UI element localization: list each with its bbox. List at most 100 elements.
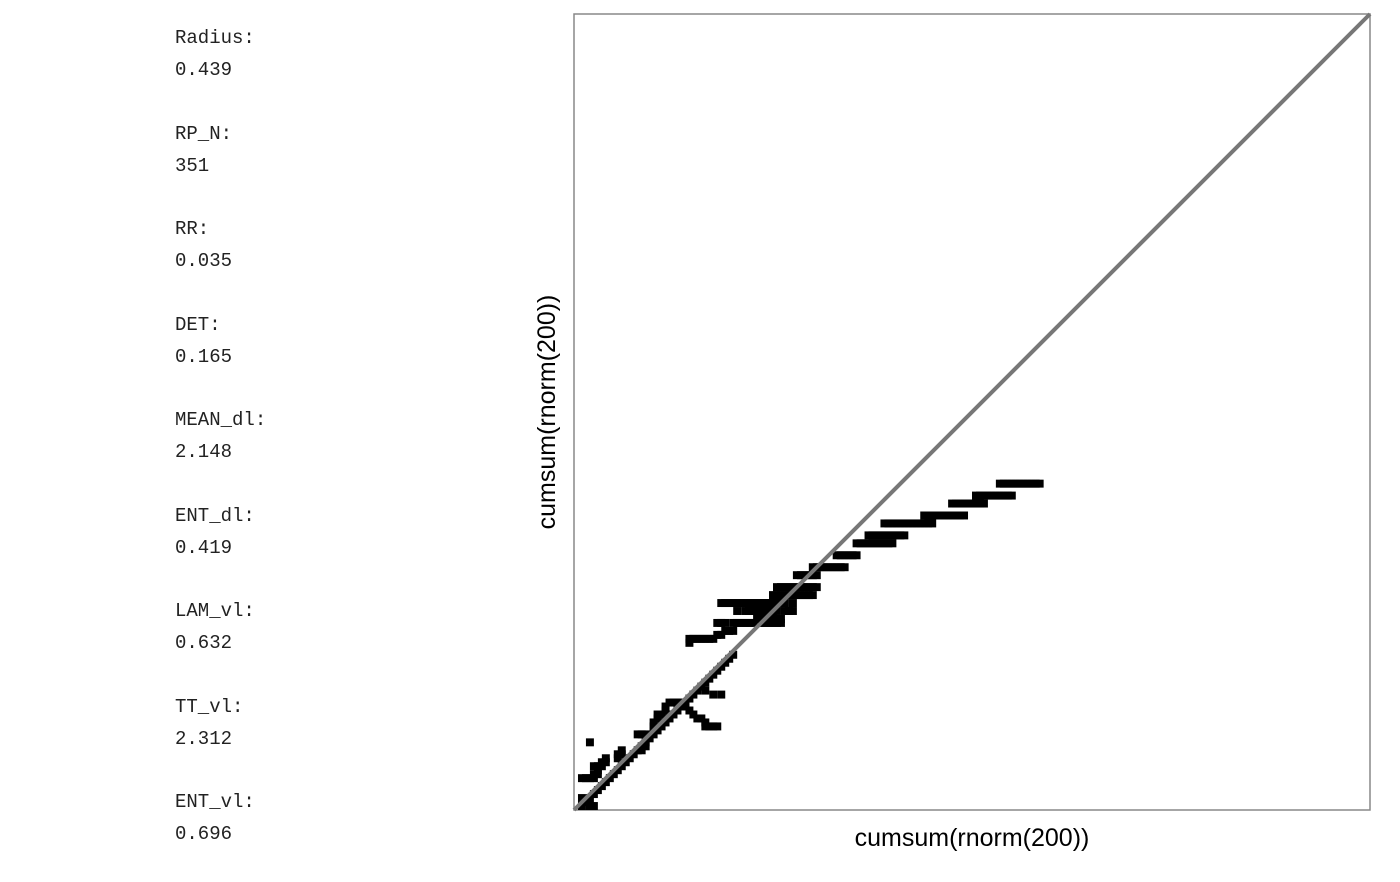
recurrence-point — [852, 539, 861, 548]
recurrence-point — [717, 690, 726, 699]
recurrence-point — [975, 499, 984, 508]
recurrence-point — [577, 794, 586, 803]
measure-item: RR: 0.035 — [175, 213, 266, 309]
recurrence-point — [800, 583, 809, 592]
recurrence-point — [729, 626, 738, 635]
recurrence-point — [788, 607, 797, 615]
recurrence-point — [709, 690, 718, 699]
measure-label: DET: — [175, 313, 221, 336]
measure-label: RR: — [175, 218, 210, 240]
recurrence-point — [729, 650, 738, 659]
measure-value: 0.165 — [175, 345, 233, 368]
measure-item: ENT_vl: 0.696 — [175, 786, 266, 882]
recurrence-point — [649, 718, 658, 727]
measure-label: LAM_vl: — [175, 600, 255, 622]
measure-label: MEAN_dl: — [175, 409, 267, 431]
recurrence-point — [773, 607, 781, 615]
recurrence-point — [979, 499, 988, 508]
recurrence-point — [776, 591, 785, 600]
measure-item: DET: 0.165 — [175, 309, 266, 405]
recurrence-point — [733, 607, 742, 615]
recurrence-point — [753, 607, 762, 615]
recurrence-point — [753, 599, 762, 608]
recurrence-point — [577, 774, 586, 783]
recurrence-point — [776, 583, 785, 592]
recurrence-point — [701, 686, 710, 695]
measure-value: 351 — [175, 154, 210, 177]
recurrence-point — [776, 614, 785, 623]
recurrence-point — [617, 746, 626, 755]
recurrence-point — [593, 770, 602, 779]
recurrence-point — [812, 571, 821, 580]
x-axis-title: cumsum(rnorm(200)) — [855, 824, 1090, 852]
recurrence-point — [577, 802, 586, 810]
measure-label: ENT_vl: — [175, 791, 255, 813]
recurrence-point — [729, 618, 738, 627]
recurrence-point — [701, 718, 710, 727]
recurrence-point — [808, 591, 817, 600]
recurrence-point — [900, 519, 909, 528]
recurrence-point — [960, 511, 969, 520]
measure-value: 0.035 — [175, 250, 233, 272]
measure-item: RP_N: 351 — [175, 118, 266, 214]
measure-value: 0.696 — [175, 823, 233, 845]
measure-value: 0.632 — [175, 632, 233, 654]
measure-value: 2.312 — [175, 727, 233, 750]
recurrence-point — [928, 511, 937, 520]
recurrence-point — [641, 742, 650, 751]
recurrence-point — [585, 738, 594, 747]
recurrence-point — [840, 563, 849, 572]
y-axis-title: cumsum(rnorm(200)) — [533, 295, 561, 530]
recurrence-point — [709, 670, 718, 679]
recurrence-point — [800, 571, 809, 580]
recurrence-point — [653, 710, 662, 719]
recurrence-point — [928, 519, 937, 528]
recurrence-point — [589, 802, 598, 810]
recurrence-point — [601, 778, 610, 787]
recurrence-point — [952, 511, 961, 520]
recurrence-point — [852, 551, 861, 560]
recurrence-point — [999, 491, 1008, 500]
recurrence-point — [749, 618, 758, 627]
measure-item: MEAN_dl: 2.148 — [175, 404, 266, 500]
measure-label: TT_vl: — [175, 695, 244, 718]
recurrence-point — [721, 618, 730, 627]
recurrence-point — [753, 614, 762, 623]
recurrence-point — [812, 583, 821, 592]
recurrence-point — [1007, 491, 1016, 500]
recurrence-point — [975, 491, 984, 500]
measure-label: ENT_dl: — [175, 504, 255, 527]
recurrence-point — [701, 634, 710, 643]
measure-item: LAM_vl: 0.632 — [175, 595, 266, 691]
recurrence-point — [729, 599, 738, 608]
rqa-measures-panel: Radius: 0.439 RP_N: 351 RR: 0.035 DET: 0.165 MEA… — [175, 22, 266, 882]
recurrence-point — [876, 539, 885, 548]
recurrence-point — [601, 754, 610, 763]
recurrence-point — [776, 618, 785, 627]
recurrence-point — [1035, 479, 1044, 488]
recurrence-point — [828, 563, 837, 572]
recurrence-point — [697, 714, 706, 723]
recurrence-point — [661, 718, 670, 727]
recurrence-point — [800, 591, 809, 600]
measure-item: ENT_dl: 0.419 — [175, 500, 266, 596]
recurrence-point — [701, 678, 710, 687]
recurrence-point — [1031, 479, 1040, 488]
measure-value: 0.439 — [175, 59, 233, 81]
recurrence-point — [780, 599, 789, 608]
recurrence-point — [629, 750, 638, 759]
measure-label: Radius: — [175, 27, 255, 49]
measure-value: 0.419 — [175, 536, 233, 559]
measure-item: TT_vl: 2.312 — [175, 691, 266, 787]
recurrence-point — [713, 722, 722, 731]
recurrence-point — [641, 730, 650, 739]
recurrence-point — [788, 599, 797, 608]
recurrence-point — [609, 770, 618, 779]
measure-item: Radius: 0.439 — [175, 22, 266, 118]
recurrence-point — [999, 479, 1008, 488]
recurrence-point — [900, 531, 909, 540]
line-of-identity — [572, 12, 1372, 812]
recurrence-point — [952, 499, 961, 508]
recurrence-point — [888, 539, 897, 548]
